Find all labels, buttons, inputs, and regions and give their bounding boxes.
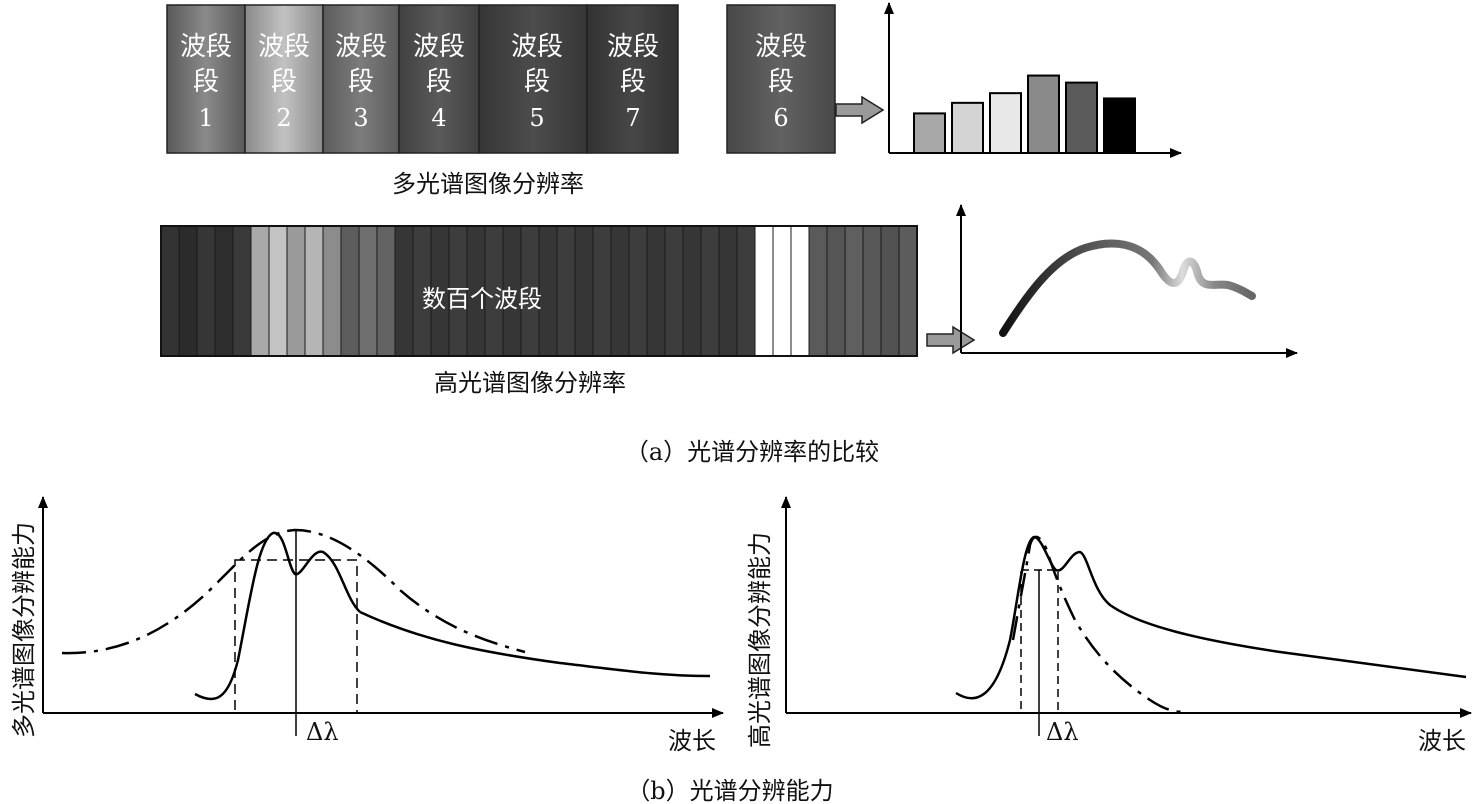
right-x-label: 波长 — [1418, 727, 1466, 755]
bar-2 — [951, 101, 984, 154]
hyper-band — [682, 225, 702, 357]
hyper-band — [232, 225, 252, 357]
bar-1 — [913, 112, 946, 154]
left-x-label: 波长 — [668, 727, 716, 755]
band-7-label: 波段 — [607, 32, 659, 62]
left-y-label: 多光谱图像分辨能力 — [10, 522, 38, 738]
band-7-number: 7 — [625, 104, 640, 132]
band-7-label-2: 段 — [620, 67, 646, 97]
hyper-band — [754, 225, 774, 357]
right-delta-label: Δλ — [1046, 718, 1079, 746]
hyper-band — [268, 225, 288, 357]
band-1-label-2: 段 — [193, 67, 219, 97]
multispectral-caption: 多光谱图像分辨率 — [392, 170, 584, 198]
bar-chart-bars — [913, 74, 1136, 155]
hyperspectral-center-text: 数百个波段 — [422, 285, 542, 313]
hyper-band — [250, 225, 270, 357]
right-y-label: 高光谱图像分辨能力 — [746, 532, 774, 748]
hyper-band — [196, 225, 216, 357]
band-5-block — [478, 4, 588, 154]
band-6-label-2: 段 — [768, 67, 794, 97]
left-delta-label: Δλ — [306, 718, 339, 746]
hyper-band — [862, 225, 882, 357]
right-solid-curve — [955, 535, 1467, 700]
hyper-band — [394, 225, 414, 357]
hyper-band — [178, 225, 198, 357]
hyperspectral-caption: 高光谱图像分辨率 — [434, 369, 626, 397]
hyperspectral-strip — [160, 225, 918, 357]
caption-b: （b）光谱分辨能力 — [626, 777, 833, 804]
band-5-number: 5 — [529, 104, 544, 132]
hyper-band — [358, 225, 378, 357]
hyper-band — [898, 225, 918, 357]
band-4-block — [398, 4, 480, 154]
hyper-band — [610, 225, 630, 357]
left-broad-curve — [359, 610, 711, 678]
hyper-band — [160, 225, 180, 357]
hyper-band — [340, 225, 360, 357]
bar-6 — [1103, 97, 1136, 155]
band-5-label: 波段 — [511, 32, 563, 62]
left-solid-curve — [194, 531, 361, 701]
hyper-band — [808, 225, 828, 357]
hyper-band — [556, 225, 576, 357]
hyper-band — [700, 225, 720, 357]
left-resolution-chart: Δλ 波长 多光谱图像分辨能力 — [10, 496, 724, 755]
bar-5 — [1065, 81, 1098, 154]
band-1-label: 波段 — [180, 32, 232, 62]
hyper-band — [880, 225, 900, 357]
band-7-block — [586, 4, 679, 154]
bar-4 — [1027, 74, 1060, 154]
band-2-label-2: 段 — [271, 67, 297, 97]
band-3-label: 波段 — [335, 32, 387, 62]
band-4-label-2: 段 — [426, 67, 452, 97]
band-3-number: 3 — [353, 104, 368, 132]
hyper-band — [736, 225, 756, 357]
hyper-band — [664, 225, 684, 357]
hyper-band — [646, 225, 666, 357]
band-5-label-2: 段 — [524, 67, 550, 97]
hyper-band — [628, 225, 648, 357]
hyper-band — [322, 225, 342, 357]
block-arrow-top — [835, 95, 885, 125]
hyper-band — [772, 225, 792, 357]
multispectral-strip — [166, 4, 679, 154]
band-2-block — [244, 4, 324, 154]
band-4-label: 波段 — [413, 32, 465, 62]
band-3-block — [322, 4, 400, 154]
hyper-band — [592, 225, 612, 357]
spectrum-curve — [999, 239, 1256, 337]
block-arrow-bottom — [926, 325, 976, 355]
hyper-band — [844, 225, 864, 357]
band-1-block — [166, 4, 246, 154]
band-6-label: 波段 — [755, 32, 807, 62]
left-dashdot-envelope — [61, 528, 526, 655]
hyper-band — [790, 225, 810, 357]
band-4-number: 4 — [431, 104, 446, 132]
band-6-block — [726, 4, 836, 154]
hyper-band — [304, 225, 324, 357]
right-resolution-chart: Δλ 波长 高光谱图像分辨能力 — [746, 496, 1472, 755]
band-2-label: 波段 — [258, 32, 310, 62]
hyper-band — [826, 225, 846, 357]
band-2-number: 2 — [276, 104, 291, 132]
hyper-band — [286, 225, 306, 357]
band-1-number: 1 — [198, 104, 213, 132]
right-dashdot-curve — [1011, 535, 1184, 714]
band-6-number: 6 — [773, 104, 788, 132]
hyper-strip-frame — [160, 225, 918, 357]
hyper-band — [376, 225, 396, 357]
multispectral-band-labels: 波段 1 波段 2 波段 3 波段 4 波段 5 波段 7 段 段 段 段 段 … — [180, 32, 659, 132]
hyper-band — [574, 225, 594, 357]
hyper-band — [718, 225, 738, 357]
band-3-label-2: 段 — [348, 67, 374, 97]
hyper-band — [214, 225, 234, 357]
caption-a: （a）光谱分辨率的比较 — [625, 438, 879, 466]
bar-3 — [989, 92, 1022, 155]
